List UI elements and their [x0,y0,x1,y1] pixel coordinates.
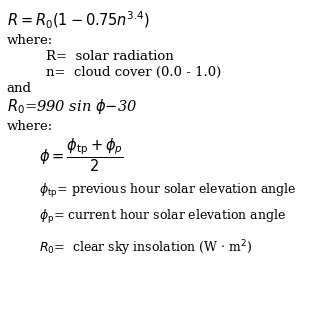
Text: $\phi = \dfrac{\phi_{\mathrm{tp}}+\phi_p}{2}$: $\phi = \dfrac{\phi_{\mathrm{tp}}+\phi_p… [39,137,124,174]
Text: $\phi_{\mathrm{p}}$= current hour solar elevation angle: $\phi_{\mathrm{p}}$= current hour solar … [39,208,287,226]
Text: where:: where: [7,120,53,133]
Text: $R = R_0(1-0.75n^{3.4})$: $R = R_0(1-0.75n^{3.4})$ [7,10,149,31]
Text: $R_0$=990 sin $\phi$$-$30: $R_0$=990 sin $\phi$$-$30 [7,97,137,116]
Text: R=  solar radiation: R= solar radiation [46,50,174,63]
Text: and: and [7,82,32,95]
Text: $\phi_{\mathrm{tp}}$= previous hour solar elevation angle: $\phi_{\mathrm{tp}}$= previous hour sola… [39,182,297,200]
Text: where:: where: [7,34,53,47]
Text: n=  cloud cover (0.0 - 1.0): n= cloud cover (0.0 - 1.0) [46,66,221,79]
Text: $R_0$=  clear sky insolation (W $\cdot$ m$^2$): $R_0$= clear sky insolation (W $\cdot$ m… [39,238,253,258]
